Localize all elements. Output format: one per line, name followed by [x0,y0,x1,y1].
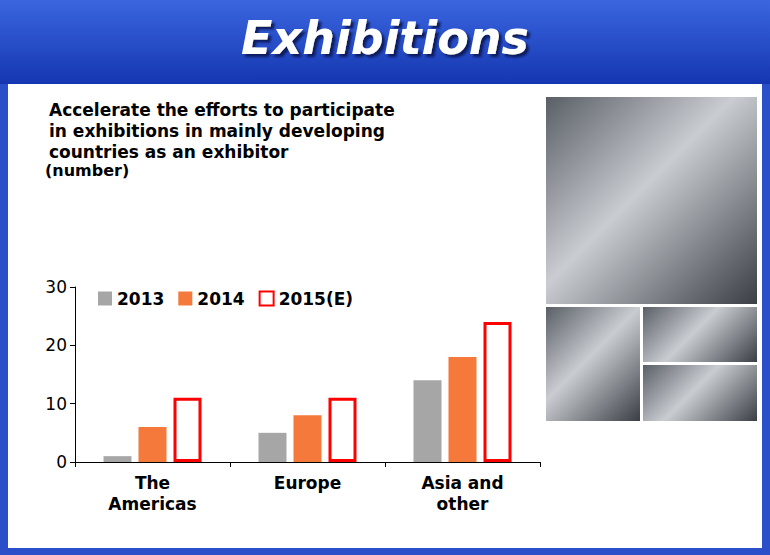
svg-text:in exhibitions in mainly devel: in exhibitions in mainly developing [49,121,385,141]
svg-text:20: 20 [45,335,67,355]
svg-text:(number): (number) [45,161,129,180]
svg-text:2014: 2014 [197,289,244,309]
svg-text:10: 10 [45,394,67,414]
svg-text:2015(E): 2015(E) [279,289,353,309]
svg-text:2013: 2013 [117,289,164,309]
svg-text:other: other [437,494,489,514]
svg-text:Accelerate the efforts to part: Accelerate the efforts to participate [49,100,395,120]
svg-text:The: The [135,473,170,493]
svg-text:30: 30 [45,277,67,297]
svg-text:0: 0 [56,452,67,472]
svg-text:countries as an exhibitor: countries as an exhibitor [49,142,289,162]
svg-text:Americas: Americas [108,494,196,514]
svg-text:Exhibitions: Exhibitions [241,11,529,65]
svg-text:Europe: Europe [274,473,341,493]
svg-text:Asia and: Asia and [421,473,503,493]
